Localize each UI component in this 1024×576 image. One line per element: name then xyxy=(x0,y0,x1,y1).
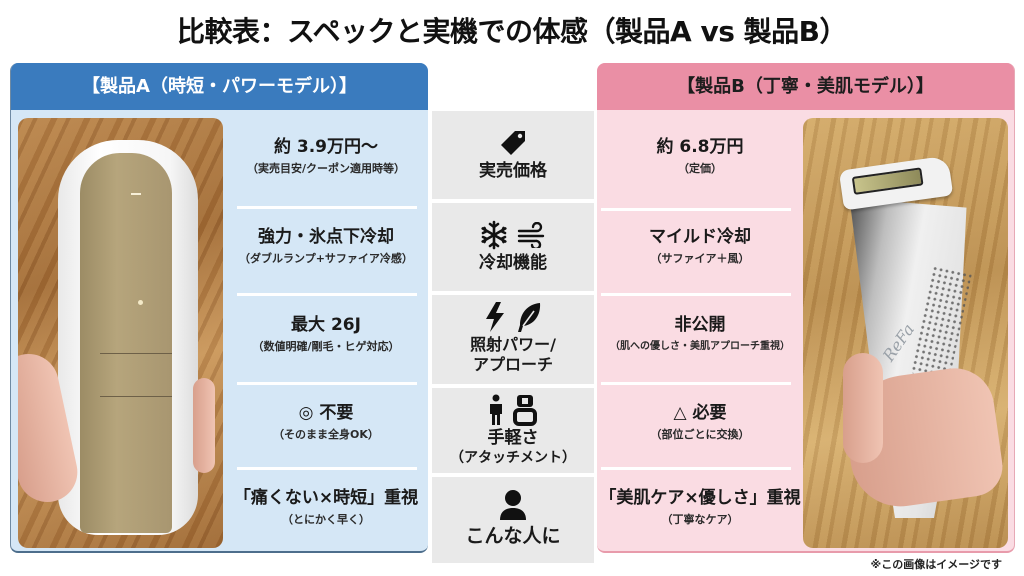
product-b-panel: 【製品B（丁寧・美肌モデル）】 約 6.8万円 （定価） マイルド冷却 （サファ… xyxy=(597,63,1015,553)
divider xyxy=(432,384,594,388)
footnote: ※この画像はイメージです xyxy=(870,558,1002,571)
category-cooling: 冷却機能 xyxy=(432,203,594,291)
page-title: 比較表：スペックと実機での体感（製品A vs 製品B） xyxy=(177,15,847,48)
product-a-panel: 【製品A（時短・パワーモデル）】 約 3.9万円〜 （実売目安/クーポン適用時等… xyxy=(10,63,428,553)
divider xyxy=(432,199,594,203)
category-power: 照射パワー/ アプローチ xyxy=(432,295,594,383)
category-column: 実売価格 冷却機能 xyxy=(432,111,594,563)
divider xyxy=(237,206,417,209)
device-a-button-segment xyxy=(100,353,172,397)
divider xyxy=(601,208,791,211)
product-a-attachment: ◎ 不要 （そのまま全身OK） xyxy=(273,402,379,441)
device-a-gold-face xyxy=(80,153,172,533)
divider xyxy=(237,293,417,296)
product-b-target-user: 「美肌ケア×優しさ」重視 （丁寧なケア） xyxy=(599,487,801,526)
product-b-specs: 約 6.8万円 （定価） マイルド冷却 （サファイア＋風） 非公開 （肌への優し… xyxy=(597,110,802,551)
product-b-price: 約 6.8万円 （定価） xyxy=(656,136,744,175)
lightning-icon xyxy=(484,301,506,337)
product-a-target-user: 「痛くない×時短」重視 （とにかく早く） xyxy=(233,487,419,526)
divider xyxy=(432,291,594,295)
divider xyxy=(601,382,791,385)
attachment-icon xyxy=(512,394,538,430)
product-a-photo xyxy=(18,118,223,548)
snowflake-icon xyxy=(479,220,509,254)
product-a-header: 【製品A（時短・パワーモデル）】 xyxy=(11,63,428,110)
feather-icon xyxy=(514,301,542,337)
divider xyxy=(601,467,791,470)
device-b-window xyxy=(851,167,924,195)
category-target-user: こんな人に xyxy=(432,477,594,563)
product-a-power: 最大 26J （数値明確/剛毛・ヒゲ対応） xyxy=(252,314,400,353)
device-a-indicator xyxy=(131,193,141,195)
user-icon xyxy=(498,489,528,525)
divider xyxy=(237,382,417,385)
hand-fingers xyxy=(193,378,215,473)
divider xyxy=(601,293,791,296)
price-tag-icon xyxy=(497,127,529,163)
category-price: 実売価格 xyxy=(432,111,594,199)
product-b-photo: ReFa xyxy=(803,118,1008,548)
divider xyxy=(237,467,417,470)
divider xyxy=(432,473,594,477)
product-b-cooling: マイルド冷却 （サファイア＋風） xyxy=(649,226,751,265)
category-ease: 手軽さ （アタッチメント） xyxy=(432,387,594,475)
product-a-cooling: 強力・氷点下冷却 （ダブルランプ+サファイア冷感） xyxy=(239,226,413,265)
product-b-power: 非公開 （肌への優しさ・美肌アプローチ重視） xyxy=(610,314,790,352)
wind-icon xyxy=(517,221,547,252)
device-a-dot xyxy=(138,300,143,305)
hand-fingers xyxy=(843,353,883,463)
product-a-price: 約 3.9万円〜 （実売目安/クーポン適用時等） xyxy=(246,136,406,175)
product-a-specs: 約 3.9万円〜 （実売目安/クーポン適用時等） 強力・氷点下冷却 （ダブルラン… xyxy=(223,110,428,551)
person-icon xyxy=(488,394,504,430)
product-b-header: 【製品B（丁寧・美肌モデル）】 xyxy=(597,63,1014,110)
product-b-attachment: △ 必要 （部位ごとに交換） xyxy=(650,402,750,441)
